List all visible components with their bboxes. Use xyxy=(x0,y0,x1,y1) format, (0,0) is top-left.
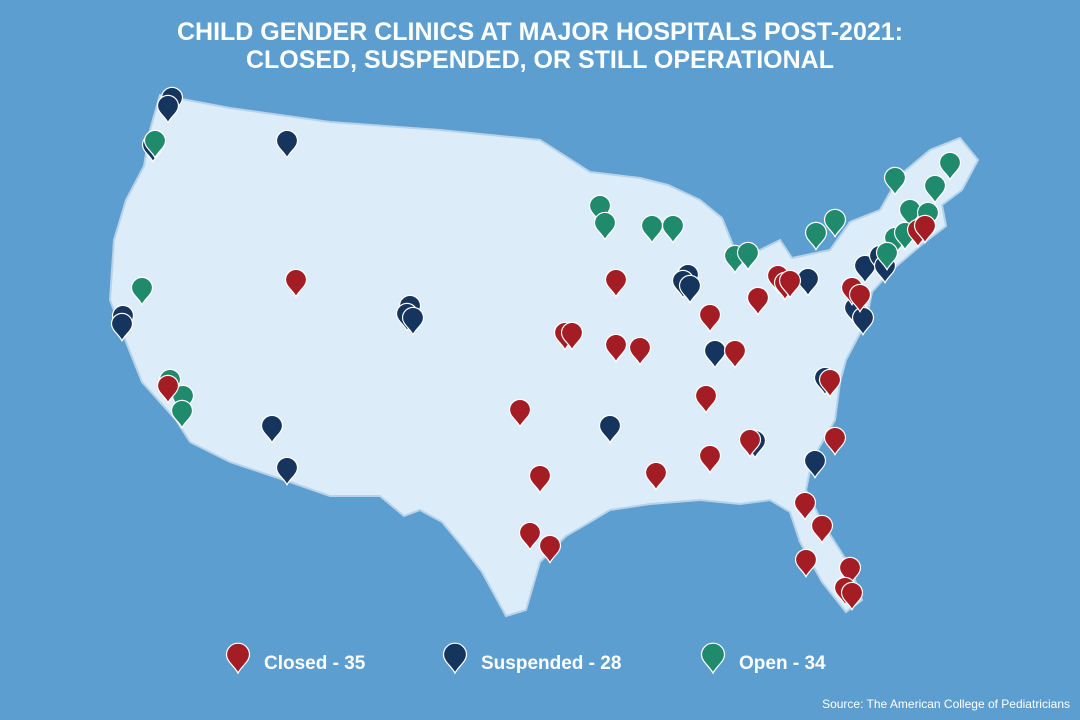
pin xyxy=(640,214,664,245)
pin xyxy=(853,254,877,285)
pin xyxy=(110,312,134,343)
legend-label: Suspended - 28 xyxy=(481,653,621,674)
pin xyxy=(738,428,762,459)
pin xyxy=(284,268,308,299)
pin xyxy=(848,283,872,314)
pin xyxy=(156,94,180,125)
pin xyxy=(823,208,847,239)
pin xyxy=(823,426,847,457)
title-line: CHILD GENDER CLINICS AT MAJOR HOSPITALS … xyxy=(177,18,903,46)
pin xyxy=(170,399,194,430)
pin xyxy=(225,642,251,675)
pin xyxy=(698,444,722,475)
pin xyxy=(840,581,864,612)
pins xyxy=(110,86,962,612)
pin xyxy=(156,374,180,405)
pin xyxy=(723,339,747,370)
pin xyxy=(938,151,962,182)
pin xyxy=(538,534,562,565)
pin xyxy=(898,198,922,229)
pin xyxy=(593,211,617,242)
pin xyxy=(746,286,770,317)
pin xyxy=(778,269,802,300)
pin xyxy=(703,339,727,370)
pin xyxy=(700,642,726,675)
pin xyxy=(604,268,628,299)
pin xyxy=(818,368,842,399)
pin xyxy=(804,221,828,252)
pin xyxy=(275,129,299,160)
pin xyxy=(143,129,167,160)
pin xyxy=(401,306,425,337)
pin xyxy=(628,336,652,367)
pin xyxy=(598,414,622,445)
pin xyxy=(604,333,628,364)
pin xyxy=(528,464,552,495)
pin xyxy=(883,166,907,197)
pin xyxy=(736,241,760,272)
pin xyxy=(803,449,827,480)
pin xyxy=(810,514,834,545)
legend-label: Open - 34 xyxy=(739,653,826,674)
pin xyxy=(838,556,862,587)
pin xyxy=(913,214,937,245)
pin xyxy=(678,274,702,305)
pin xyxy=(518,521,542,552)
pin xyxy=(560,321,584,352)
pin xyxy=(275,456,299,487)
pin xyxy=(923,174,947,205)
pin xyxy=(794,548,818,579)
pin xyxy=(875,241,899,272)
pin xyxy=(796,267,820,298)
pin xyxy=(508,398,532,429)
pin xyxy=(698,303,722,334)
source: Source: The American College of Pediatri… xyxy=(822,697,1070,711)
legend: Closed - 35 Suspended - 28 Open - 34 xyxy=(225,642,826,675)
title-line: CLOSED, SUSPENDED, OR STILL OPERATIONAL xyxy=(246,46,834,74)
pin xyxy=(644,461,668,492)
pin xyxy=(260,414,284,445)
legend-label: Closed - 35 xyxy=(264,653,366,674)
pin xyxy=(130,276,154,307)
pin xyxy=(694,384,718,415)
pin xyxy=(793,491,817,522)
pin xyxy=(442,642,468,675)
pin xyxy=(661,214,685,245)
